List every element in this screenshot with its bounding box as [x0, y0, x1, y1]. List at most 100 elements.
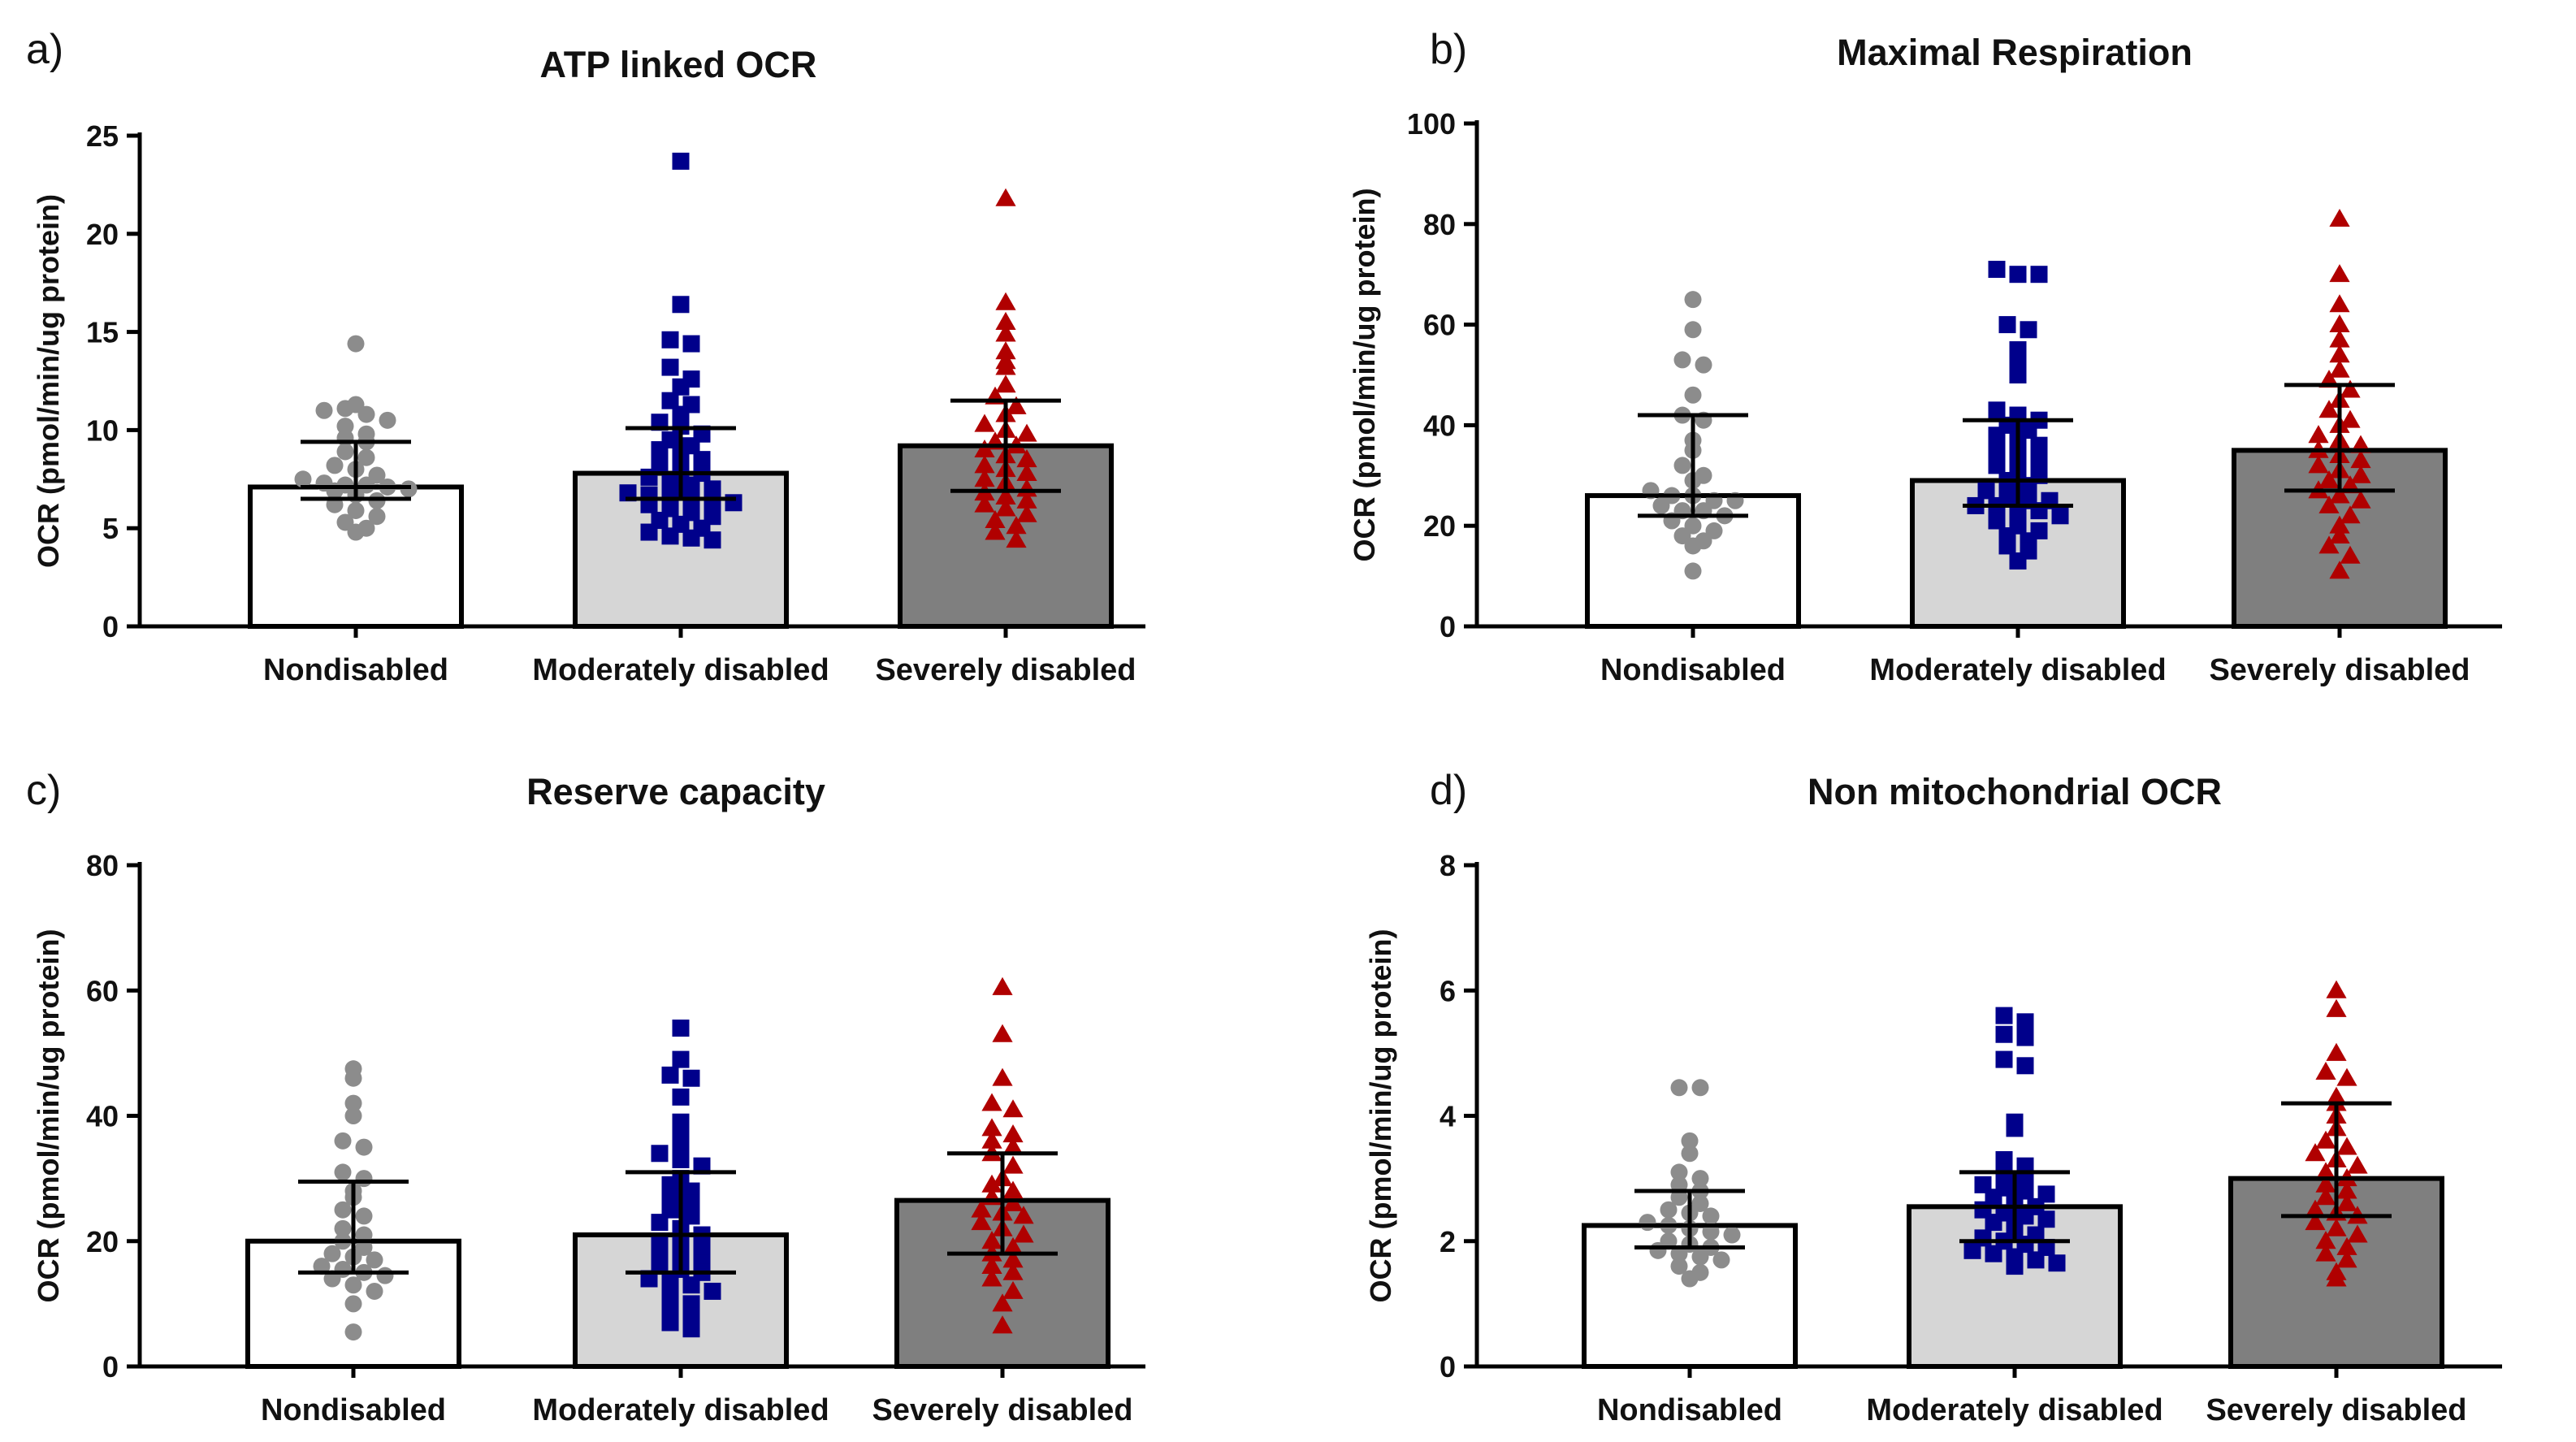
data-point: [651, 1145, 669, 1163]
data-point: [640, 523, 658, 541]
category-label: Nondisabled: [261, 1393, 446, 1427]
data-point: [992, 1024, 1013, 1042]
data-point: [974, 439, 995, 458]
data-point: [1985, 1245, 2002, 1262]
data-point: [2027, 1251, 2045, 1269]
data-point: [1988, 261, 2006, 279]
error-bar-3: [2281, 1101, 2392, 1219]
data-point: [2315, 1130, 2336, 1149]
data-point: [1695, 356, 1712, 374]
data-point: [326, 457, 344, 474]
data-point: [2326, 980, 2347, 998]
data-point: [1723, 1226, 1741, 1244]
data-point: [1998, 316, 2016, 334]
y-axis-label: OCR (pmol/min/ug protein): [1364, 929, 1397, 1303]
data-point: [995, 311, 1016, 330]
data-point: [981, 1174, 1002, 1193]
data-point: [2336, 1067, 2357, 1086]
data-point: [704, 531, 721, 549]
error-bar-1: [1638, 413, 1748, 518]
data-point: [1006, 396, 1027, 414]
data-point: [355, 1138, 373, 1156]
data-point: [2350, 465, 2371, 483]
data-point: [1995, 1050, 2013, 1068]
data-point: [1016, 504, 1037, 522]
data-point: [2048, 1254, 2066, 1272]
data-point: [981, 1093, 1002, 1111]
y-axis-label: OCR (pmol/min/ug protein): [1348, 188, 1381, 562]
data-point: [1016, 423, 1037, 442]
data-point: [334, 1219, 352, 1237]
data-point: [974, 455, 995, 474]
data-point: [1652, 496, 1670, 514]
data-point: [1006, 530, 1027, 548]
y-tick-label: 20: [1423, 509, 1456, 543]
y-tick-label: 40: [1423, 409, 1456, 442]
data-point: [1002, 1262, 1024, 1280]
data-point: [1013, 1206, 1034, 1224]
data-point: [672, 1150, 690, 1168]
data-point: [1691, 1079, 1709, 1097]
data-point: [1691, 1248, 1709, 1266]
data-point: [2340, 409, 2361, 428]
data-point: [1963, 1241, 1981, 1259]
data-point: [1670, 1163, 1688, 1181]
data-point: [2308, 455, 2329, 474]
data-point: [1681, 1132, 1699, 1150]
data-point: [334, 1163, 352, 1181]
data-point: [995, 357, 1016, 375]
data-point: [2336, 1193, 2357, 1211]
category-label: Moderately disabled: [1869, 653, 2166, 687]
data-point: [2006, 1258, 2024, 1275]
data-point: [992, 1293, 1013, 1312]
y-tick-label: 100: [1407, 107, 1456, 141]
chart-title: Non mitochondrial OCR: [1808, 771, 2222, 812]
error-bar-3: [950, 398, 1061, 493]
data-point: [995, 341, 1016, 360]
error-bar-3: [2284, 383, 2395, 493]
category-label: Moderately disabled: [532, 1393, 829, 1427]
data-point: [2315, 1162, 2336, 1180]
y-tick-label: 6: [1440, 974, 1456, 1007]
data-point: [2037, 1210, 2055, 1228]
data-point: [2009, 266, 2027, 284]
data-point: [1988, 401, 2006, 419]
data-point: [1670, 1258, 1688, 1275]
data-point: [344, 1276, 362, 1294]
data-point: [1002, 1155, 1024, 1174]
data-point: [366, 1251, 383, 1269]
data-point: [2329, 314, 2350, 333]
data-point: [682, 529, 700, 547]
data-point: [971, 1212, 992, 1231]
data-point: [1673, 351, 1691, 369]
data-point: [347, 523, 365, 541]
data-point: [974, 414, 995, 432]
chart-title: Reserve capacity: [526, 771, 825, 812]
chart-title: Maximal Respiration: [1837, 32, 2193, 73]
data-point: [981, 1268, 1002, 1287]
panel-c: c) Reserve capacity OCR (pmol/min/ug prote…: [26, 767, 1145, 1427]
data-point: [2030, 452, 2048, 470]
data-point: [2318, 470, 2340, 488]
y-tick-label: 25: [86, 119, 119, 153]
data-point: [661, 392, 679, 409]
data-point: [981, 1231, 1002, 1249]
y-tick-label: 4: [1440, 1100, 1456, 1133]
data-point: [1016, 449, 1037, 468]
data-point: [2318, 400, 2340, 418]
data-point: [1006, 516, 1027, 535]
data-point: [357, 405, 375, 423]
data-point: [682, 476, 700, 494]
chart-title: ATP linked OCR: [540, 44, 817, 85]
y-tick-label: 0: [102, 610, 119, 643]
panel-label: d): [1430, 767, 1467, 814]
data-point: [672, 378, 690, 396]
y-tick-label: 60: [86, 974, 119, 1007]
data-point: [2336, 1180, 2357, 1199]
data-point: [1691, 1170, 1709, 1188]
category-label: Severely disabled: [2206, 1393, 2466, 1427]
data-point: [1002, 1124, 1024, 1143]
category-label: Nondisabled: [1597, 1393, 1782, 1427]
data-point: [985, 522, 1006, 540]
